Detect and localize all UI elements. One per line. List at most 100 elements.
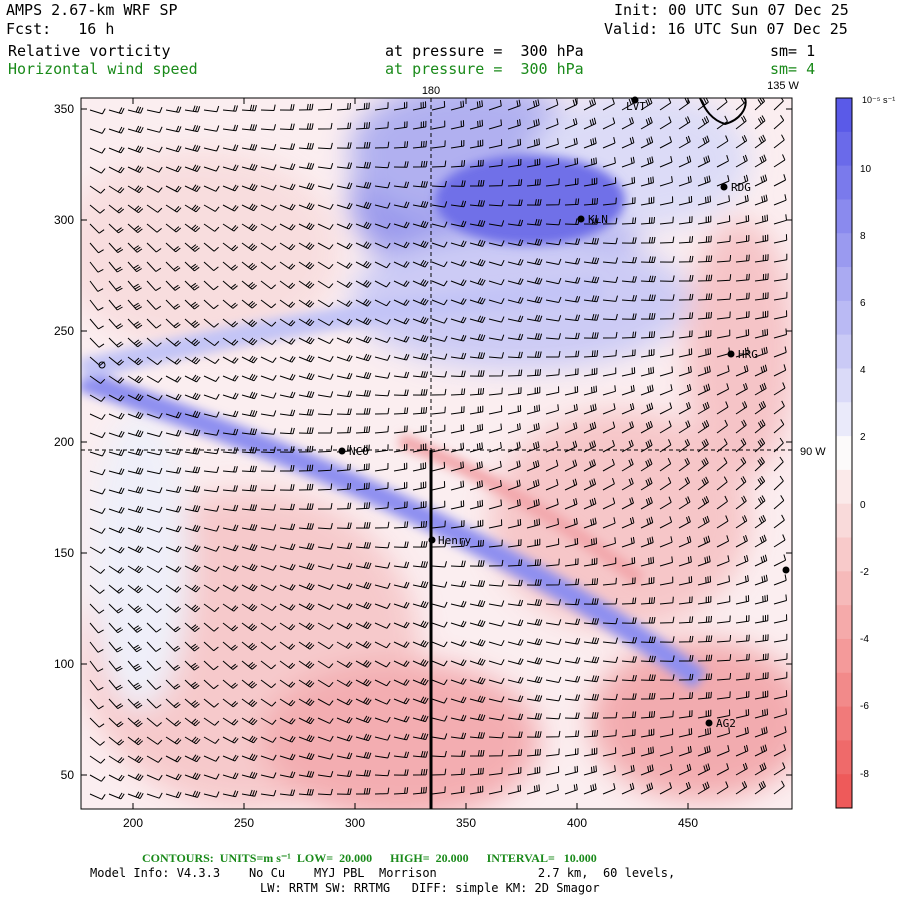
wind-barb	[412, 580, 429, 589]
wind-barb	[355, 102, 370, 111]
wind-barb	[298, 336, 315, 345]
wind-barb	[564, 578, 580, 586]
wind-barb	[488, 279, 505, 286]
wind-barb	[469, 119, 484, 130]
x-tick-label: 450	[678, 816, 698, 830]
wind-barb	[431, 697, 448, 704]
wind-barb	[317, 771, 334, 778]
wind-barb	[678, 195, 693, 206]
wind-barb	[716, 535, 730, 548]
wind-barb	[355, 181, 372, 189]
wind-barb	[678, 515, 691, 529]
wind-barb	[564, 558, 579, 567]
station-marker[interactable]	[720, 183, 728, 191]
station-marker[interactable]	[705, 719, 713, 727]
wind-barb	[773, 273, 788, 282]
station-marker[interactable]	[577, 215, 585, 223]
wind-barb	[280, 465, 295, 472]
wind-barb	[298, 716, 315, 725]
wind-barb	[108, 679, 123, 691]
wind-barb	[431, 481, 446, 491]
station-marker[interactable]	[428, 536, 436, 544]
wind-barb	[507, 599, 524, 607]
wind-barb	[469, 199, 485, 207]
wind-barb	[716, 709, 731, 719]
wind-barb	[488, 316, 505, 323]
wind-barb	[127, 337, 143, 348]
station-marker[interactable]	[727, 350, 735, 358]
wind-barb	[203, 337, 220, 347]
wind-barb	[412, 120, 427, 130]
wind-barb	[621, 421, 634, 434]
wind-barb	[393, 299, 410, 306]
wind-barb	[165, 545, 182, 553]
wind-barb	[602, 257, 618, 264]
wind-barb	[374, 679, 391, 687]
wind-barb	[754, 534, 767, 548]
contour-info: CONTOURS: UNITS=m s⁻¹ LOW= 20.000 HIGH= …	[142, 851, 597, 865]
wind-barb	[298, 162, 315, 170]
wind-barb	[317, 142, 333, 150]
wind-barb	[564, 537, 579, 548]
wind-barb	[679, 655, 694, 662]
wind-barb	[773, 291, 788, 301]
wind-barb	[602, 439, 615, 453]
wind-barb	[526, 598, 543, 606]
wind-barb	[602, 458, 615, 472]
wind-barb	[773, 762, 786, 776]
wind-barb	[640, 728, 655, 738]
wind-barb	[564, 498, 578, 510]
wind-barb	[279, 318, 296, 327]
wind-barb	[260, 622, 277, 631]
wind-barb	[640, 439, 653, 453]
wind-barb	[184, 466, 201, 474]
wind-barb	[754, 364, 768, 377]
wind-barb	[241, 735, 258, 744]
wind-barb	[356, 788, 371, 795]
wind-barb	[355, 335, 372, 344]
wind-barb	[526, 238, 543, 246]
wind-barb	[184, 124, 201, 133]
wind-barb	[184, 184, 201, 193]
station-marker[interactable]	[631, 96, 639, 104]
wind-barb	[184, 164, 201, 172]
wind-barb	[146, 641, 162, 652]
station-marker[interactable]	[338, 447, 346, 455]
wind-barb	[716, 595, 731, 605]
wind-barb	[108, 337, 124, 348]
wind-barb	[431, 660, 448, 667]
colorbar-cell	[836, 368, 852, 403]
wind-barb	[374, 182, 391, 189]
wind-barb	[678, 401, 691, 415]
wind-barb	[279, 622, 296, 631]
wind-barb	[146, 774, 163, 781]
wind-barb	[507, 315, 524, 323]
wind-barb	[602, 136, 616, 149]
colorbar-cell	[836, 503, 852, 539]
wind-barb	[469, 219, 486, 227]
wind-barb	[659, 516, 673, 529]
wind-barb	[659, 576, 674, 586]
wind-barb	[716, 383, 730, 396]
wind-barb	[469, 619, 486, 627]
wind-barb	[431, 540, 447, 548]
wind-barb	[564, 422, 578, 434]
wind-barb	[450, 260, 467, 267]
wind-barb	[754, 514, 767, 529]
wind-barb	[279, 679, 296, 688]
colorbar-label: 0	[860, 500, 866, 511]
wind-barb	[108, 565, 125, 574]
wind-barb	[735, 254, 750, 263]
wind-barb	[526, 559, 542, 567]
station-marker[interactable]	[782, 566, 790, 574]
wind-barb	[697, 595, 712, 605]
wind-barb	[583, 497, 597, 510]
wind-barb	[127, 318, 143, 329]
wind-barb	[431, 520, 446, 529]
wind-barb	[526, 731, 542, 738]
wind-barb	[754, 273, 769, 282]
model-title: AMPS 2.67-km WRF SP	[6, 1, 178, 19]
wind-barb	[754, 475, 766, 491]
wind-barb	[431, 581, 448, 588]
wind-barb	[735, 495, 747, 510]
